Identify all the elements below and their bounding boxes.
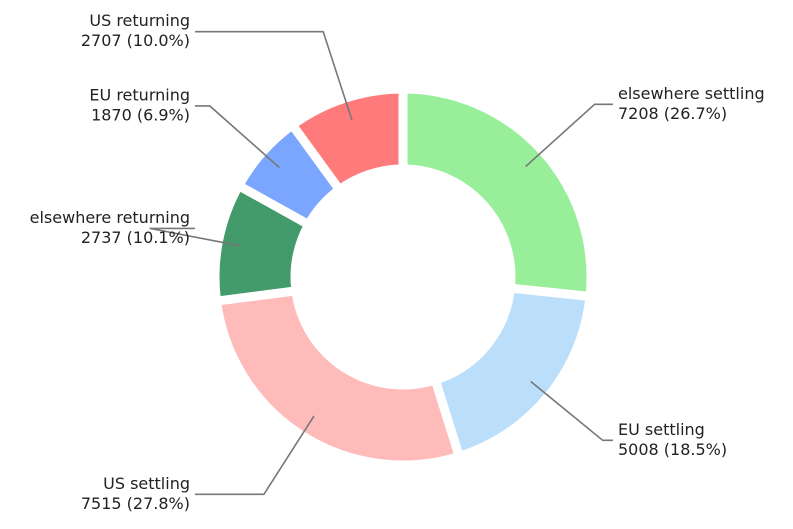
slice-label: EU returning [89,85,190,104]
slice-label: EU settling [618,420,705,439]
slice-label: US returning [89,11,190,30]
leader-line [149,227,242,247]
leader-line [195,415,315,496]
slice-value-label: 2707 (10.0%) [81,31,190,50]
donut-slice [286,84,408,196]
slice-value-label: 1870 (6.9%) [91,105,190,124]
donut-slice [398,84,596,302]
slice-value-label: 7208 (26.7%) [618,104,727,123]
slice-value-label: 7515 (27.8%) [81,494,190,513]
slice-label: elsewhere returning [30,208,190,227]
donut-slice [429,283,595,463]
leader-line [525,103,613,168]
leader-line [195,30,353,121]
donut-slice [211,285,465,470]
slice-label: US settling [103,474,190,493]
slice-value-label: 2737 (10.1%) [81,228,190,247]
leader-line [195,105,280,169]
slice-value-label: 5008 (18.5%) [618,440,727,459]
slice-label: elsewhere settling [618,84,765,103]
leader-line [530,380,613,442]
